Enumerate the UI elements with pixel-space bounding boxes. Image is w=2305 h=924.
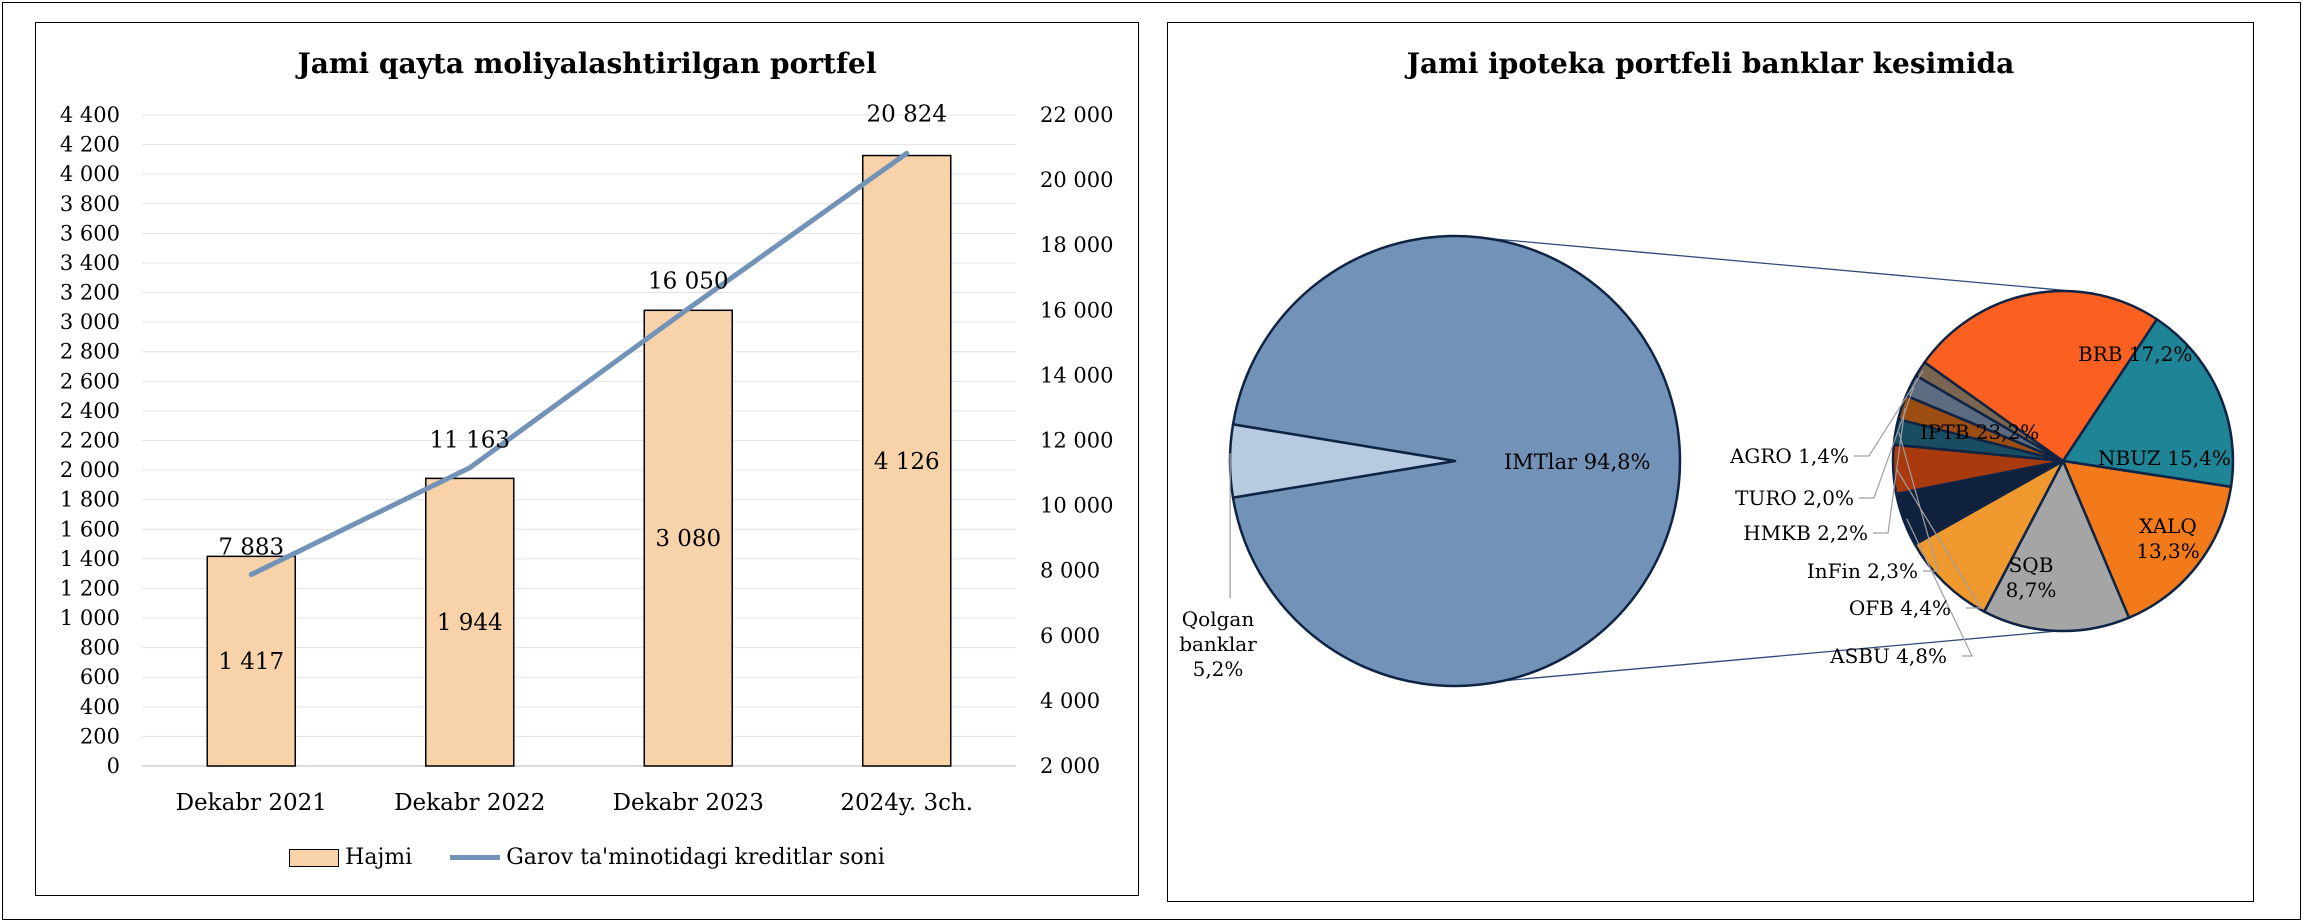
connector-line bbox=[1462, 235, 2095, 294]
pie-label-imtlar: IMTlar 94,8% bbox=[1504, 450, 1650, 474]
legend-label-kreditlar-soni: Garov ta'minotidagi kreditlar soni bbox=[506, 845, 885, 870]
bar-data-label: 4 126 bbox=[874, 449, 940, 475]
y-axis-tick-label: 1 800 bbox=[60, 488, 120, 512]
y-axis-tick-label: 2 400 bbox=[60, 399, 120, 423]
leader-line bbox=[1898, 432, 1939, 572]
y-axis-tick-label: 0 bbox=[107, 754, 120, 778]
y2-axis-tick-label: 16 000 bbox=[1040, 298, 1113, 322]
portfolio-chart-title: Jami qayta moliyalashtirilgan portfel bbox=[297, 47, 877, 80]
line-data-label: 11 163 bbox=[430, 428, 510, 454]
legend-label-hajmi: Hajmi bbox=[345, 845, 413, 870]
bar bbox=[643, 309, 733, 767]
pie-slice-sqb bbox=[1913, 459, 2065, 613]
pie-slice-nbuz bbox=[2061, 459, 2233, 619]
pie-label-xalq: XALQ bbox=[2139, 514, 2197, 538]
portfolio-chart-panel: Jami qayta moliyalashtirilgan portfel 0 2… bbox=[35, 22, 1139, 896]
y-axis-tick-label: 2 800 bbox=[60, 340, 120, 364]
pie-slice-xalq bbox=[1982, 459, 2131, 633]
mortgage-pie-title: Jami ipoteka portfeli banklar kesimida bbox=[1406, 47, 2015, 80]
y-axis-tick-label: 1 600 bbox=[60, 517, 120, 541]
pie-label-qolgan-banklar: banklar bbox=[1179, 632, 1257, 656]
x-axis-category-label: 2024y. 3ch. bbox=[840, 790, 973, 816]
y2-axis-tick-label: 8 000 bbox=[1040, 559, 1100, 583]
y-axis-tick-label: 1 400 bbox=[60, 547, 120, 571]
y-axis-tick-label: 3 800 bbox=[60, 192, 120, 216]
mortgage-pie-panel: Jami ipoteka portfeli banklar kesimida I… bbox=[1167, 22, 2254, 902]
legend-item-kreditlar-soni: Garov ta'minotidagi kreditlar soni bbox=[450, 845, 885, 870]
bar bbox=[425, 477, 515, 767]
y2-axis-tick-label: 20 000 bbox=[1040, 168, 1113, 192]
y-axis-tick-label: 1 200 bbox=[60, 576, 120, 600]
line-series bbox=[248, 150, 910, 578]
portfolio-combo-chart: 0 200 400 600 800 1 000 1 200 1 400 1 600 1 800 2 … bbox=[60, 101, 1114, 816]
y-axis-tick-label: 4 000 bbox=[60, 162, 120, 186]
leader-line bbox=[1906, 518, 1973, 657]
x-axis-category-label: Dekabr 2023 bbox=[613, 790, 764, 816]
pie-label-ofb: OFB 4,4% bbox=[1849, 596, 1951, 620]
y-axis-tick-label: 200 bbox=[80, 724, 120, 748]
leader-line bbox=[1859, 386, 1915, 499]
y-axis-tick-label: 600 bbox=[80, 665, 120, 689]
line-data-label: 16 050 bbox=[648, 269, 728, 295]
y2-axis-tick-label: 2 000 bbox=[1040, 754, 1100, 778]
pie-slice-brb bbox=[2061, 317, 2235, 489]
pie-label-nbuz: NBUZ 15,4% bbox=[2098, 446, 2231, 470]
connector-line bbox=[1447, 630, 2059, 687]
y2-axis-tick-label: 6 000 bbox=[1040, 624, 1100, 648]
pie-slice-imtlar bbox=[1231, 234, 1682, 688]
y-axis-tick-label: 2 600 bbox=[60, 369, 120, 393]
leader-line bbox=[1854, 370, 1924, 457]
pie-label-qolgan-banklar: 5,2% bbox=[1193, 657, 1244, 681]
y-axis-tick-label: 2 000 bbox=[60, 458, 120, 482]
line-data-label: 20 824 bbox=[867, 101, 947, 127]
pie-label-hmkb: HMKB 2,2% bbox=[1743, 521, 1868, 545]
y-axis-tick-label: 3 400 bbox=[60, 251, 120, 275]
legend-swatch-bar bbox=[289, 848, 340, 867]
x-axis-category-label: Dekabr 2021 bbox=[176, 790, 327, 816]
leader-line bbox=[1896, 468, 1983, 609]
x-axis-category-label: Dekabr 2022 bbox=[394, 790, 545, 816]
bar bbox=[206, 555, 296, 767]
leader-line bbox=[1873, 408, 1906, 534]
line-data-label: 7 883 bbox=[218, 535, 284, 561]
portfolio-chart-legend: Hajmi Garov ta'minotidagi kreditlar soni bbox=[36, 845, 1138, 870]
y2-axis-tick-label: 14 000 bbox=[1040, 363, 1113, 387]
pie-label-agro: AGRO 1,4% bbox=[1729, 444, 1849, 468]
y-axis-tick-label: 2 200 bbox=[60, 429, 120, 453]
y2-axis-tick-label: 18 000 bbox=[1040, 233, 1113, 257]
pie-label-iptb: IPTB 23,2% bbox=[1920, 420, 2039, 444]
legend-item-hajmi: Hajmi bbox=[289, 845, 412, 870]
y-axis-tick-label: 800 bbox=[80, 636, 120, 660]
bar bbox=[862, 154, 952, 767]
pie-label-brb: BRB 17,2% bbox=[2078, 342, 2192, 366]
y2-axis-tick-label: 10 000 bbox=[1040, 494, 1113, 518]
legend-swatch-line bbox=[450, 855, 501, 860]
pie-slice-iptb bbox=[1923, 289, 2159, 463]
y-axis-tick-label: 400 bbox=[80, 695, 120, 719]
pie-label-xalq: 13,3% bbox=[2136, 539, 2200, 563]
y-axis-tick-label: 1 000 bbox=[60, 606, 120, 630]
pie-label-sqb: 8,7% bbox=[2006, 578, 2057, 602]
y2-axis-tick-label: 22 000 bbox=[1040, 103, 1113, 127]
pie-label-sqb: SQB bbox=[2009, 553, 2054, 577]
y2-axis-tick-label: 12 000 bbox=[1040, 429, 1113, 453]
y-axis-tick-label: 3 600 bbox=[60, 221, 120, 245]
y2-axis-tick-label: 4 000 bbox=[1040, 689, 1100, 713]
pie-label-qolgan-banklar: Qolgan bbox=[1182, 607, 1255, 631]
pie-label-turo: TURO 2,0% bbox=[1735, 486, 1854, 510]
y-axis-tick-label: 3 200 bbox=[60, 281, 120, 305]
y-axis-tick-label: 4 400 bbox=[60, 103, 120, 127]
pie-label-infin: InFin 2,3% bbox=[1807, 559, 1918, 583]
bar-data-label: 1 417 bbox=[218, 649, 284, 675]
pie-label-asbu: ASBU 4,8% bbox=[1829, 644, 1947, 668]
bar-data-label: 1 944 bbox=[437, 610, 503, 636]
y-axis-tick-label: 3 000 bbox=[60, 310, 120, 334]
y-axis-tick-label: 4 200 bbox=[60, 133, 120, 157]
bar-data-label: 3 080 bbox=[655, 526, 721, 552]
